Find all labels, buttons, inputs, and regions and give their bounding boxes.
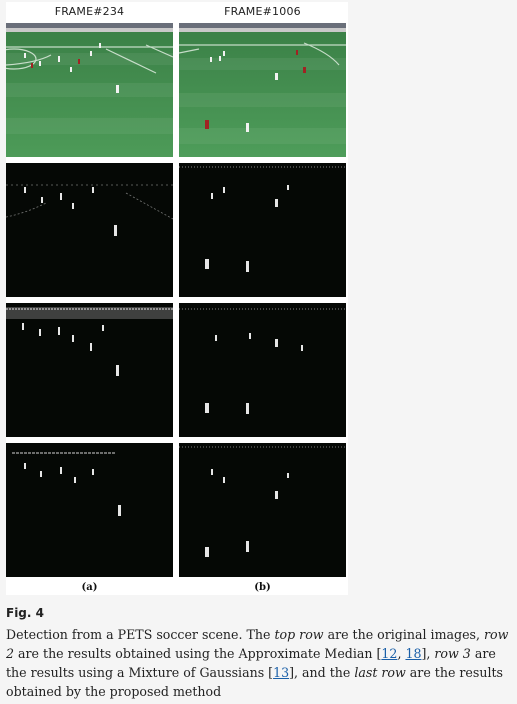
caption-row-3: row 3 [434, 646, 471, 661]
column-label-b: (b) [254, 582, 271, 593]
original-image-frame-234 [6, 23, 173, 157]
figure-number: Fig. 4 [6, 606, 44, 620]
approx-median-mask-frame-234 [6, 163, 173, 297]
approx-median-mask-frame-1006 [179, 163, 346, 297]
figure-caption: Detection from a PETS soccer scene. The … [6, 625, 512, 701]
caption-text-2: are the original images, [323, 627, 485, 642]
caption-row-2: row 2 [6, 627, 509, 661]
mog-mask-frame-234 [6, 303, 173, 437]
caption-last-row: last row [354, 665, 406, 680]
reference-link-12[interactable]: 12 [381, 646, 398, 661]
caption-text-4: ], [421, 646, 435, 661]
caption-top-row: top row [274, 627, 324, 642]
frame-label-b: FRAME#1006 [224, 5, 301, 18]
caption-text-3: are the results obtained using the Appro… [14, 646, 382, 661]
figure-panel: FRAME#234 FRAME#1006 [6, 2, 348, 595]
caption-text-7: are the results obtained by the proposed… [6, 665, 504, 699]
caption-text-1: Detection from a PETS soccer scene. The [6, 627, 275, 642]
reference-link-18[interactable]: 18 [405, 646, 422, 661]
caption-text-6: ], and the [289, 665, 355, 680]
caption-comma: , [397, 646, 406, 661]
frame-label-a: FRAME#234 [54, 5, 125, 18]
reference-link-13[interactable]: 13 [273, 665, 290, 680]
proposed-mask-frame-234 [6, 443, 173, 577]
caption-text-5: are the results using a Mixture of Gauss… [6, 646, 496, 680]
column-label-a: (a) [81, 582, 98, 593]
original-image-frame-1006 [179, 23, 346, 157]
mog-mask-frame-1006 [179, 303, 346, 437]
proposed-mask-frame-1006 [179, 443, 346, 577]
